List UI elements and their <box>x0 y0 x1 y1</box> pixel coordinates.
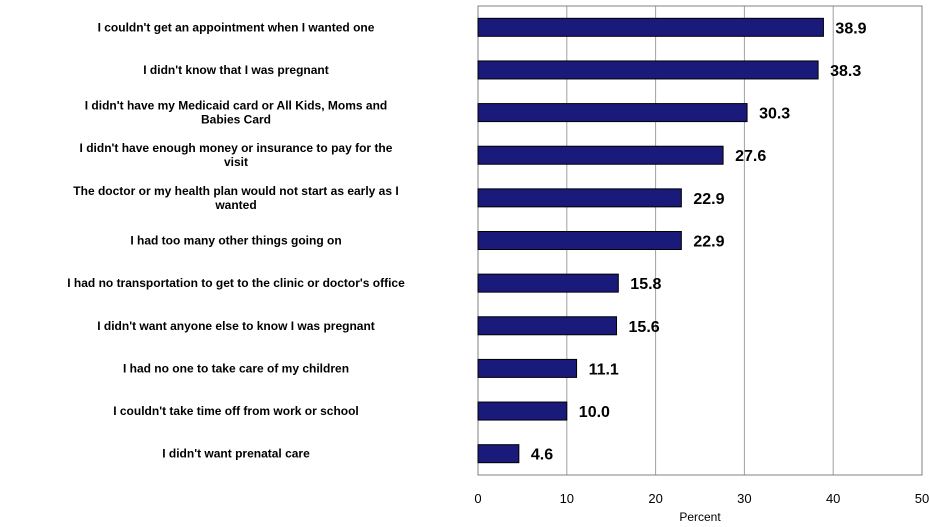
category-label: I couldn't get an appointment when I wan… <box>98 20 375 34</box>
category-label: wanted <box>214 198 256 212</box>
value-labels: 38.9 38.3 30.3 27.6 22.9 22.9 15.8 15.6 11.1 10.0… <box>531 20 867 463</box>
bar-value-label: 38.9 <box>835 20 866 37</box>
category-label: I didn't want anyone else to know I was … <box>97 319 375 333</box>
x-tick-label: 40 <box>826 491 840 506</box>
category-label: I didn't know that I was pregnant <box>143 63 329 77</box>
bar-value-label: 22.9 <box>693 234 724 251</box>
category-label: I didn't want prenatal care <box>162 447 310 461</box>
bar <box>477 444 520 464</box>
category-label: I couldn't take time off from work or sc… <box>113 404 359 418</box>
bar-value-label: 15.6 <box>629 319 660 336</box>
category-label: I didn't have enough money or insurance … <box>80 141 393 155</box>
category-label: visit <box>224 155 248 169</box>
bar-value-label: 10.0 <box>579 404 610 421</box>
category-label: The doctor or my health plan would not s… <box>73 184 398 198</box>
bar-value-label: 22.9 <box>693 191 724 208</box>
bar-value-label: 11.1 <box>589 361 619 378</box>
bar <box>477 231 682 250</box>
category-label: I had too many other things going on <box>130 234 341 248</box>
category-label: I didn't have my Medicaid card or All Ki… <box>85 99 387 113</box>
x-axis-title: Percent <box>679 510 721 524</box>
bar-value-label: 15.8 <box>630 276 661 293</box>
bar-value-label: 4.6 <box>531 447 553 464</box>
x-tick-label: 0 <box>474 491 481 506</box>
x-tick-label: 20 <box>648 491 662 506</box>
bar-value-label: 30.3 <box>759 106 790 123</box>
x-tick-label: 10 <box>560 491 574 506</box>
x-axis-ticks: 0 10 20 30 40 50 <box>474 491 929 506</box>
bar-value-label: 38.3 <box>830 63 861 80</box>
bar <box>477 358 578 378</box>
bar-value-label: 27.6 <box>735 148 766 165</box>
category-label: Babies Card <box>201 113 271 127</box>
bar <box>477 60 819 80</box>
bars <box>477 17 824 464</box>
category-label: I had no one to take care of my children <box>123 361 349 375</box>
x-tick-label: 50 <box>915 491 929 506</box>
category-labels: I couldn't get an appointment when I wan… <box>67 20 405 460</box>
bar <box>477 401 568 421</box>
category-label: I had no transportation to get to the cl… <box>67 276 405 290</box>
bar <box>477 17 824 37</box>
x-tick-label: 30 <box>737 491 751 506</box>
bar <box>477 188 682 208</box>
bar <box>477 273 619 293</box>
bar <box>477 145 724 165</box>
bar <box>477 103 748 123</box>
bar <box>477 316 618 336</box>
